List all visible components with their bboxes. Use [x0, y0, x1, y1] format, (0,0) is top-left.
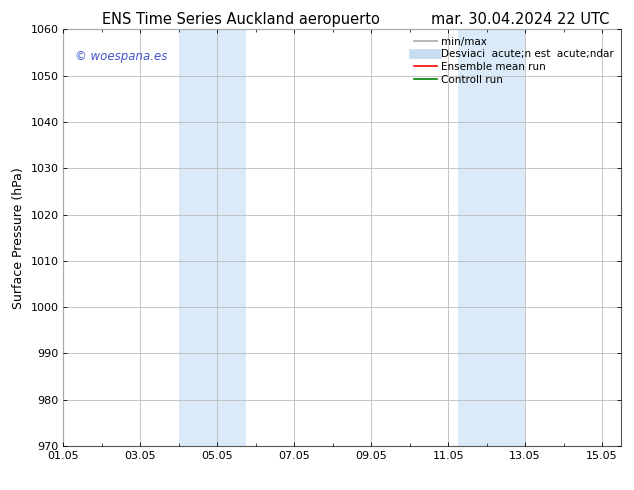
- Bar: [458, 29, 525, 446]
- Legend: min/max, Desviaci  acute;n est  acute;ndar, Ensemble mean run, Controll run: min/max, Desviaci acute;n est acute;ndar…: [412, 35, 616, 87]
- Text: ENS Time Series Auckland aeropuerto: ENS Time Series Auckland aeropuerto: [102, 12, 380, 27]
- Text: mar. 30.04.2024 22 UTC: mar. 30.04.2024 22 UTC: [430, 12, 609, 27]
- Y-axis label: Surface Pressure (hPa): Surface Pressure (hPa): [12, 167, 25, 309]
- Bar: [179, 29, 246, 446]
- Text: © woespana.es: © woespana.es: [75, 50, 167, 63]
